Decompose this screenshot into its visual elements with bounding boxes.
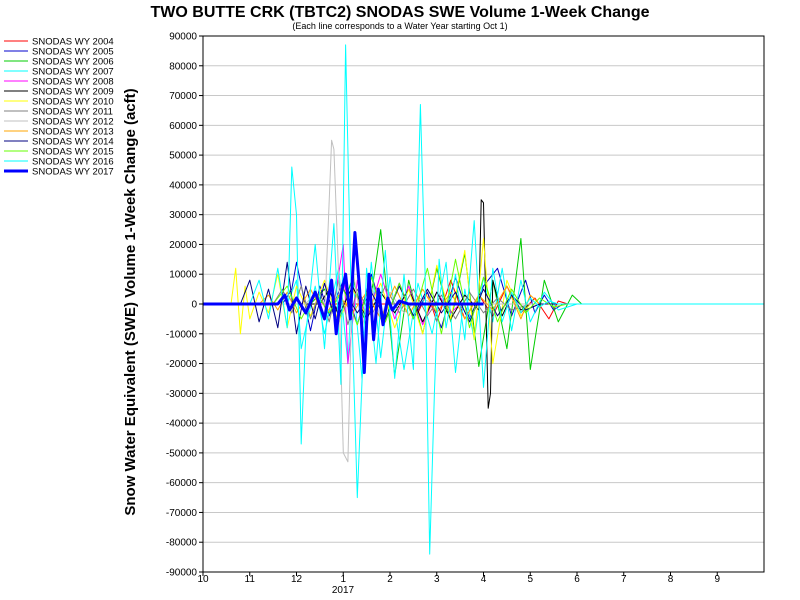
series-line-13: [203, 44, 764, 555]
y-tick-label: -70000: [166, 508, 198, 519]
y-tick-label: -50000: [166, 448, 198, 459]
legend-label: SNODAS WY 2011: [32, 107, 113, 118]
y-tick-label: 10000: [169, 270, 197, 281]
y-tick-label: 50000: [169, 151, 197, 162]
x-tick-label: 1: [340, 574, 346, 585]
legend-label: SNODAS WY 2015: [32, 147, 114, 158]
x-tick-label: 7: [621, 574, 627, 585]
x-tick-label: 10: [197, 574, 209, 585]
legend-label: SNODAS WY 2005: [32, 47, 114, 58]
x-tick-label: 11: [245, 574, 256, 585]
series-lines: [203, 44, 764, 555]
y-tick-label: 60000: [169, 121, 197, 132]
y-tick-label: -80000: [166, 538, 198, 549]
x-tick-label: 2: [387, 574, 393, 585]
y-tick-label: -40000: [166, 419, 198, 430]
y-tick-label: 80000: [169, 61, 197, 72]
x-year-label: 2017: [332, 585, 355, 596]
y-tick-label: -60000: [166, 478, 198, 489]
y-tick-label: -10000: [166, 329, 198, 340]
y-tick-label: -30000: [166, 389, 198, 400]
legend-label: SNODAS WY 2009: [32, 87, 114, 98]
y-tick-label: 30000: [169, 210, 197, 221]
legend-label: SNODAS WY 2012: [32, 117, 114, 128]
legend-label: SNODAS WY 2014: [32, 137, 114, 148]
x-tick-label: 9: [714, 574, 720, 585]
y-tick-label: -20000: [166, 359, 198, 370]
x-axis-ticks: 10 11 12 1 2 3 4 5 6 7 8 9: [197, 572, 720, 585]
legend-label: SNODAS WY 2016: [32, 157, 114, 168]
legend-label: SNODAS WY 2008: [32, 77, 114, 88]
series-line-14: [203, 231, 484, 374]
y-tick-label: 70000: [169, 91, 197, 102]
series-line-10: [203, 285, 764, 320]
legend-label: SNODAS WY 2004: [32, 37, 114, 48]
y-tick-label: 20000: [169, 240, 197, 251]
y-axis-ticks: 90000 80000 70000 60000 50000 40000 30000 20000…: [166, 32, 203, 579]
chart-title: TWO BUTTE CRK (TBTC2) SNODAS SWE Volume …: [151, 4, 650, 21]
y-tick-label: 40000: [169, 180, 197, 191]
y-axis-label: Snow Water Equivalent (SWE) Volume 1-Wee…: [122, 88, 139, 515]
legend-label: SNODAS WY 2013: [32, 127, 114, 138]
y-tick-label: -90000: [166, 568, 198, 579]
legend-label: SNODAS WY 2007: [32, 67, 114, 78]
x-tick-label: 3: [434, 574, 440, 585]
x-tick-label: 12: [291, 574, 303, 585]
chart-subtitle: (Each line corresponds to a Water Year s…: [292, 21, 507, 31]
y-tick-label: 0: [191, 300, 197, 311]
x-tick-label: 5: [527, 574, 533, 585]
y-tick-label: 90000: [169, 32, 197, 43]
x-tick-label: 6: [574, 574, 580, 585]
legend-label: SNODAS WY 2006: [32, 57, 114, 68]
legend-label: SNODAS WY 2017: [32, 167, 114, 178]
plot-frame: [202, 35, 765, 573]
x-tick-label: 8: [668, 574, 674, 585]
x-tick-label: 4: [481, 574, 487, 585]
legend-label: SNODAS WY 2010: [32, 97, 114, 108]
